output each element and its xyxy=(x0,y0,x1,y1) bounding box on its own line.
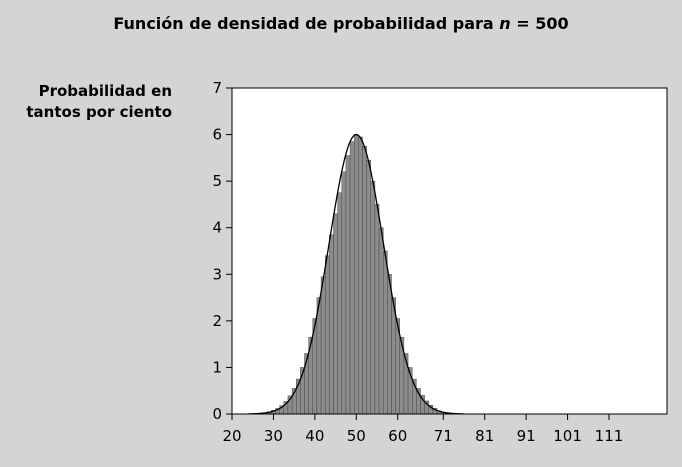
x-tick-label: 111 xyxy=(595,427,624,445)
histogram-bar xyxy=(349,141,355,415)
histogram-bar xyxy=(329,234,334,415)
histogram-bar xyxy=(358,136,363,415)
x-tick-label: 91 xyxy=(517,427,536,445)
y-axis-label-line-2: tantos por ciento xyxy=(26,103,172,121)
y-axis-label: Probabilidad en tantos por ciento xyxy=(10,81,172,123)
histogram-bar xyxy=(387,274,392,415)
x-tick-label: 50 xyxy=(347,427,366,445)
histogram-bar xyxy=(337,192,342,415)
density-curve xyxy=(248,133,465,415)
x-tick-label: 81 xyxy=(475,427,494,445)
y-tick-label: 6 xyxy=(212,126,222,144)
x-tick-label: 20 xyxy=(222,427,241,445)
histogram-bar xyxy=(378,227,384,415)
histogram-bars xyxy=(258,134,454,415)
y-tick-label: 4 xyxy=(212,219,222,237)
histogram-bar xyxy=(383,250,388,415)
y-tick-label: 1 xyxy=(212,358,222,376)
y-axis: 0 1 2 3 4 5 6 7 xyxy=(212,79,232,423)
y-tick-label: 0 xyxy=(212,405,222,423)
histogram-bar xyxy=(333,213,338,415)
y-axis-label-line-1: Probabilidad en xyxy=(38,82,172,100)
histogram-bar xyxy=(341,171,347,415)
histogram-bar xyxy=(354,134,359,415)
chart-title: Función de densidad de probabilidad para… xyxy=(0,14,682,33)
histogram-bar xyxy=(370,180,376,415)
x-tick-label: 71 xyxy=(434,427,453,445)
histogram-bar xyxy=(374,204,380,415)
plot-frame xyxy=(231,87,668,415)
histogram-bar xyxy=(345,155,351,415)
y-tick-label: 3 xyxy=(212,265,222,283)
histogram-bar xyxy=(325,255,330,415)
x-tick-label: 60 xyxy=(388,427,407,445)
title-prefix: Función de densidad de probabilidad para xyxy=(113,14,494,33)
x-axis: 20 30 40 50 60 71 81 91 101 111 xyxy=(222,414,623,445)
title-suffix: = 500 xyxy=(516,14,569,33)
plot-area xyxy=(232,88,667,414)
y-tick-label: 7 xyxy=(212,79,222,97)
x-tick-label: 40 xyxy=(305,427,324,445)
title-variable: n xyxy=(499,14,511,33)
histogram-bar xyxy=(362,146,367,415)
x-tick-label: 101 xyxy=(553,427,582,445)
x-tick-label: 30 xyxy=(264,427,283,445)
histogram-bar xyxy=(320,276,326,415)
histogram-bar xyxy=(366,159,371,415)
y-tick-label: 2 xyxy=(212,312,222,330)
y-tick-label: 5 xyxy=(212,172,222,190)
